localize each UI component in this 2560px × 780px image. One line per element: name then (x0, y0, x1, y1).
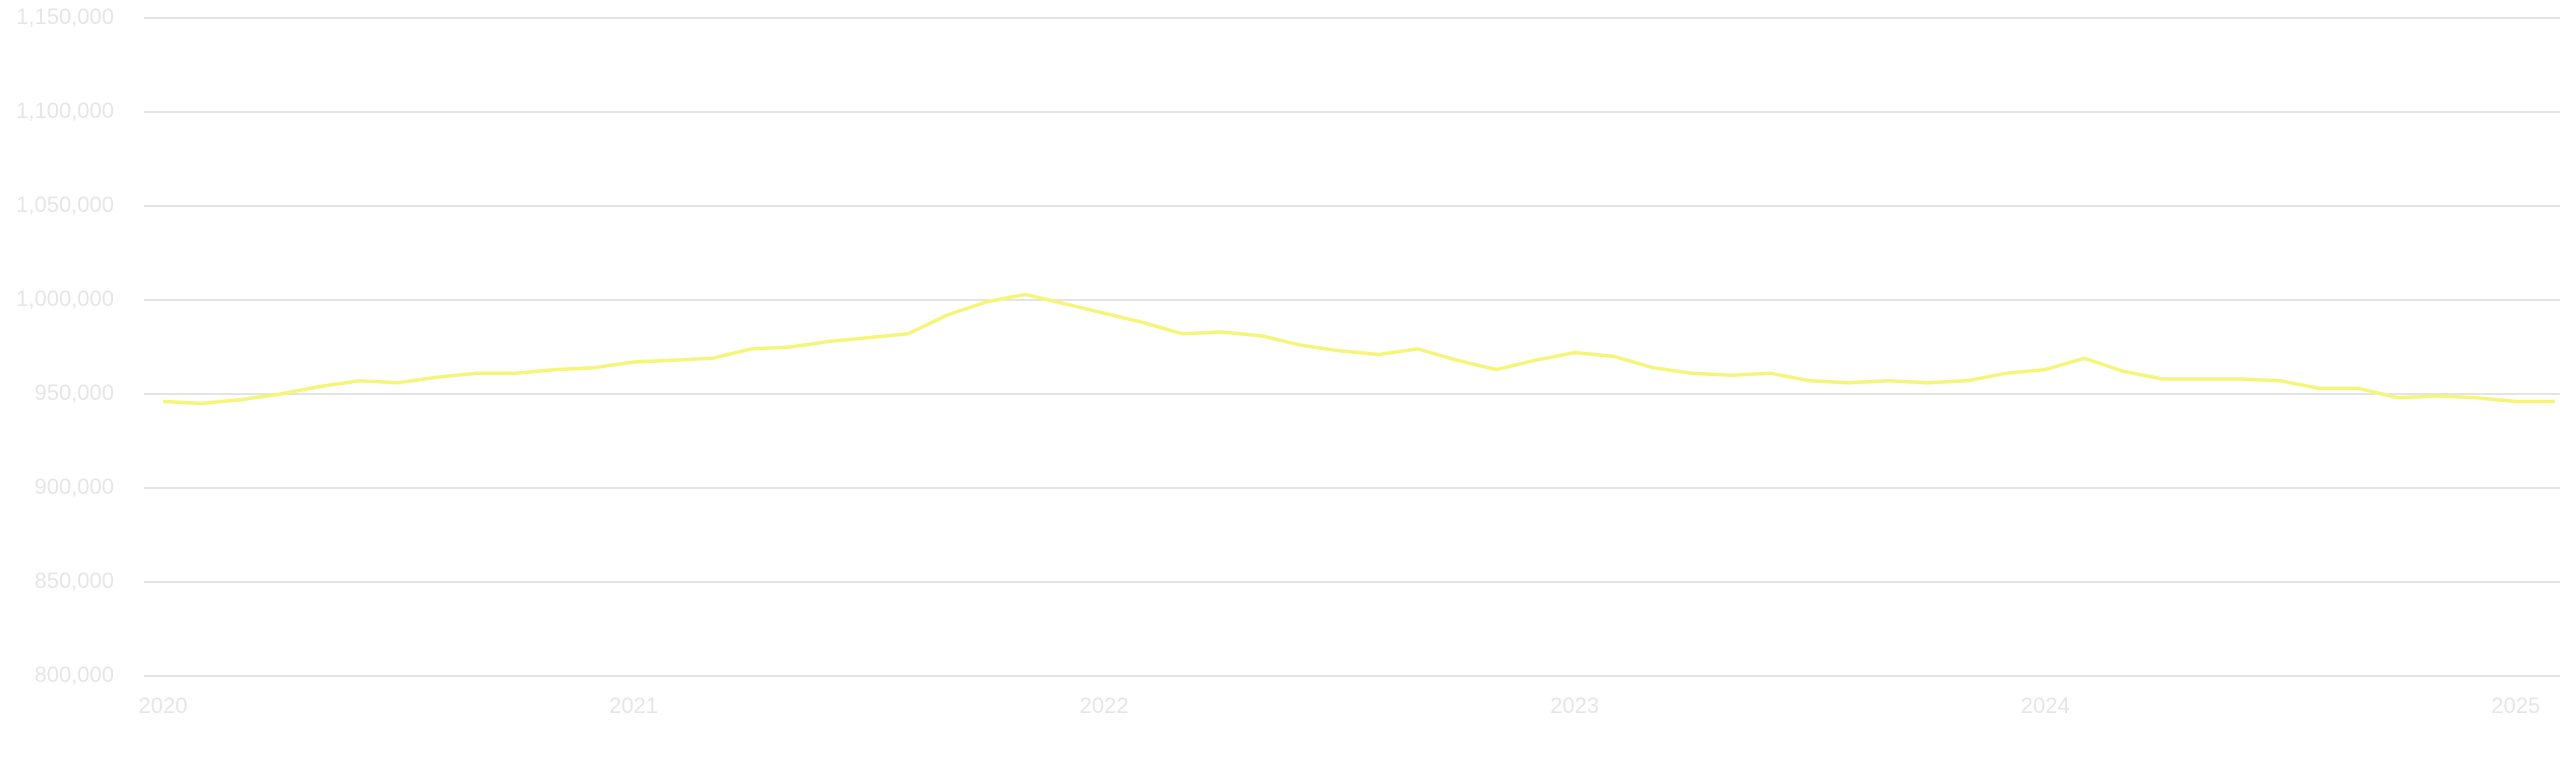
x-tick-label: 2023 (1550, 693, 1599, 718)
y-tick-label: 950,000 (34, 380, 114, 405)
data-line (162, 292, 2555, 406)
y-tick-label: 900,000 (34, 474, 114, 499)
y-tick-label: 850,000 (34, 568, 114, 593)
x-tick-label: 2024 (2021, 693, 2070, 718)
y-tick-label: 1,050,000 (16, 192, 114, 217)
y-tick-label: 1,100,000 (16, 98, 114, 123)
x-tick-label: 2022 (1080, 693, 1129, 718)
x-tick-label: 2025 (2491, 693, 2540, 718)
x-tick-label: 2020 (139, 693, 188, 718)
y-tick-label: 1,000,000 (16, 286, 114, 311)
x-tick-label: 2021 (609, 693, 658, 718)
y-tick-label: 1,150,000 (16, 4, 114, 29)
y-tick-label: 800,000 (34, 662, 114, 687)
